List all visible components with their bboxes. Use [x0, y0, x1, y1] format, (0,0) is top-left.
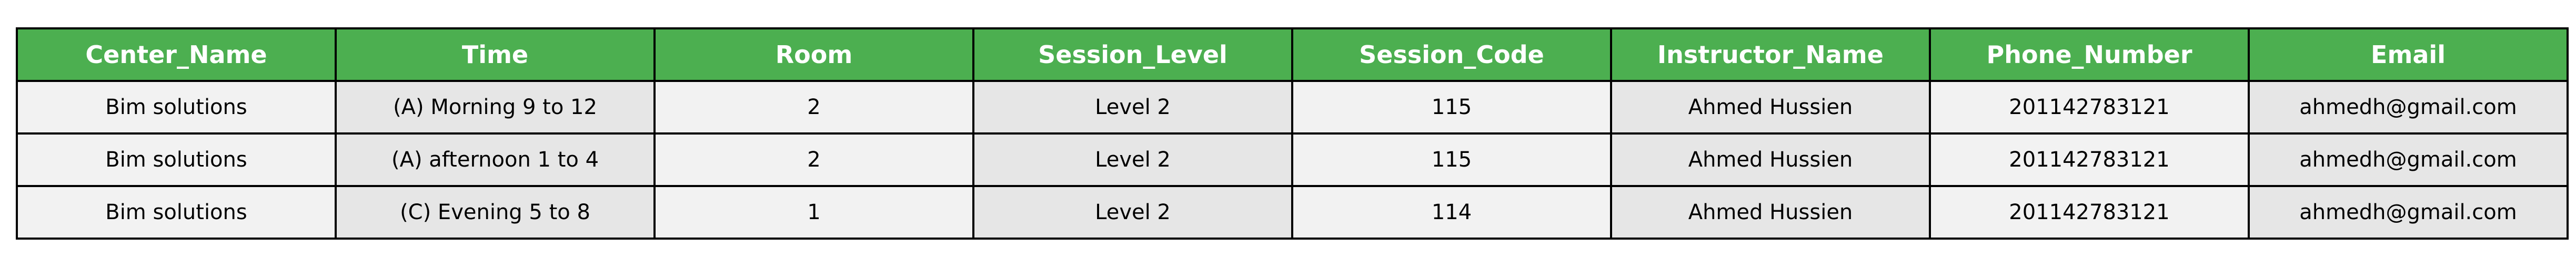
cell-phone-number[interactable]: 201142783121 — [1929, 132, 2250, 187]
cell-session-code[interactable]: 115 — [1291, 80, 1612, 135]
cell-email[interactable]: ahmedh@gmail.com — [2248, 185, 2569, 240]
table-row: Bim solutions (A) Morning 9 to 12 2 Leve… — [16, 80, 2569, 135]
cell-session-level[interactable]: Level 2 — [972, 132, 1293, 187]
column-header-time[interactable]: Time — [335, 27, 656, 82]
cell-time[interactable]: (A) afternoon 1 to 4 — [335, 132, 656, 187]
cell-center-name[interactable]: Bim solutions — [16, 185, 337, 240]
column-header-phone-number[interactable]: Phone_Number — [1929, 27, 2250, 82]
cell-time[interactable]: (C) Evening 5 to 8 — [335, 185, 656, 240]
table-row: Bim solutions (A) afternoon 1 to 4 2 Lev… — [16, 132, 2569, 187]
cell-instructor-name[interactable]: Ahmed Hussien — [1610, 132, 1931, 187]
column-header-instructor-name[interactable]: Instructor_Name — [1610, 27, 1931, 82]
column-header-room[interactable]: Room — [653, 27, 974, 82]
cell-phone-number[interactable]: 201142783121 — [1929, 80, 2250, 135]
column-header-center-name[interactable]: Center_Name — [16, 27, 337, 82]
cell-time[interactable]: (A) Morning 9 to 12 — [335, 80, 656, 135]
cell-session-code[interactable]: 115 — [1291, 132, 1612, 187]
cell-email[interactable]: ahmedh@gmail.com — [2248, 132, 2569, 187]
cell-room[interactable]: 2 — [653, 80, 974, 135]
column-header-session-level[interactable]: Session_Level — [972, 27, 1293, 82]
cell-instructor-name[interactable]: Ahmed Hussien — [1610, 80, 1931, 135]
cell-session-level[interactable]: Level 2 — [972, 185, 1293, 240]
cell-session-level[interactable]: Level 2 — [972, 80, 1293, 135]
cell-session-code[interactable]: 114 — [1291, 185, 1612, 240]
column-header-email[interactable]: Email — [2248, 27, 2569, 82]
cell-room[interactable]: 2 — [653, 132, 974, 187]
column-header-session-code[interactable]: Session_Code — [1291, 27, 1612, 82]
data-table: Center_Name Time Room Session_Level Sess… — [16, 27, 2569, 240]
cell-email[interactable]: ahmedh@gmail.com — [2248, 80, 2569, 135]
cell-room[interactable]: 1 — [653, 185, 974, 240]
table-header-row: Center_Name Time Room Session_Level Sess… — [16, 27, 2569, 82]
cell-instructor-name[interactable]: Ahmed Hussien — [1610, 185, 1931, 240]
data-table-container: Center_Name Time Room Session_Level Sess… — [16, 27, 2569, 240]
cell-center-name[interactable]: Bim solutions — [16, 80, 337, 135]
cell-phone-number[interactable]: 201142783121 — [1929, 185, 2250, 240]
table-row: Bim solutions (C) Evening 5 to 8 1 Level… — [16, 185, 2569, 240]
cell-center-name[interactable]: Bim solutions — [16, 132, 337, 187]
